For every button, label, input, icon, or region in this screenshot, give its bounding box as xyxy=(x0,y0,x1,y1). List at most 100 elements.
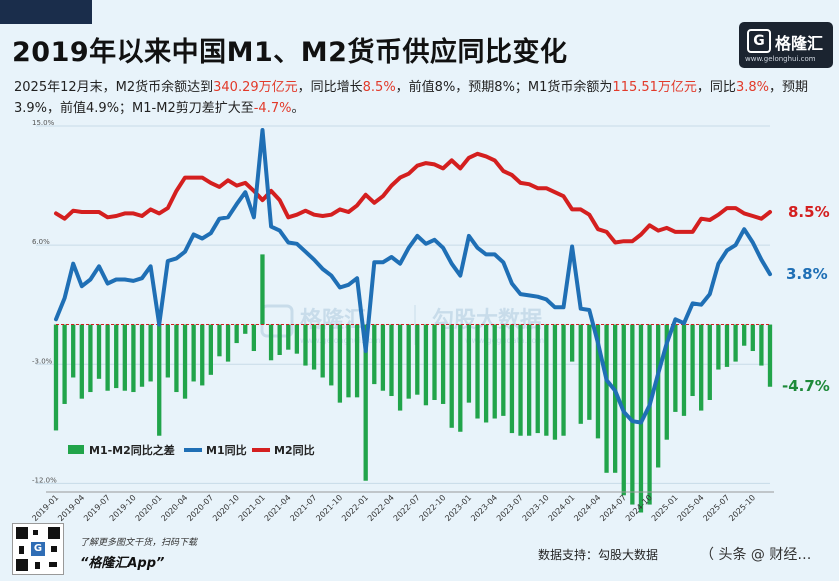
diff-bar xyxy=(724,324,730,367)
diff-bar xyxy=(165,324,170,378)
diff-bar xyxy=(483,324,489,423)
diff-bar xyxy=(191,324,196,382)
m1-growth: 3.8% xyxy=(735,80,769,95)
diff-bar xyxy=(208,324,213,375)
diff-bar xyxy=(544,324,549,436)
y-tick-label: -12.0% xyxy=(32,476,57,484)
diff-bar xyxy=(62,324,67,404)
diff-bar xyxy=(552,324,558,440)
y-tick-label: -3.0% xyxy=(32,357,53,365)
logo-name: 格隆汇 xyxy=(775,34,824,53)
diff-bar xyxy=(423,324,429,406)
diff-bar xyxy=(742,324,747,346)
diff-bar xyxy=(561,324,566,436)
x-tick-label: 2020-10 xyxy=(211,493,241,523)
diff-bar xyxy=(225,324,231,362)
summary-part: 。 xyxy=(291,101,305,116)
x-tick-label: 2019-07 xyxy=(82,493,112,523)
x-tick-label: 2023-07 xyxy=(495,493,525,523)
diff-bar xyxy=(681,324,687,416)
diff-bar xyxy=(690,324,695,397)
diff-bar xyxy=(707,324,712,400)
diff-bar xyxy=(182,324,188,399)
diff-bar xyxy=(311,324,317,370)
diff-bar xyxy=(363,324,368,481)
m1-end-label: 3.8% xyxy=(786,265,828,283)
x-tick-label: 2025-10 xyxy=(727,493,757,523)
diff-bar xyxy=(122,324,127,391)
diff-bar xyxy=(294,324,300,354)
diff-bar xyxy=(380,324,386,391)
diff-bar xyxy=(268,324,274,361)
x-tick-label: 2024-01 xyxy=(547,493,577,523)
download-hint: 了解更多图文干货，扫码下载 xyxy=(80,538,198,548)
diff-bar xyxy=(595,324,601,439)
diff-bar xyxy=(750,324,755,352)
diff-bar xyxy=(647,324,652,505)
diff-bar xyxy=(139,324,145,387)
diff-bar xyxy=(174,324,179,393)
diff-bar xyxy=(569,324,575,362)
x-tick-label: 2023-04 xyxy=(469,493,499,523)
gap-value: -4.7% xyxy=(253,101,292,116)
summary-part: ，前值8%，预期8%；M1货币余额为 xyxy=(395,80,613,95)
diff-bar xyxy=(251,324,257,352)
legend-m1-label: M1同比 xyxy=(206,443,247,457)
qr-g-icon: G xyxy=(31,542,45,556)
diff-bar xyxy=(587,324,592,420)
gelonghui-logo: G 格隆汇 www.gelonghui.com xyxy=(739,22,833,68)
diff-bar xyxy=(114,324,119,389)
x-tick-label: 2023-01 xyxy=(443,493,473,523)
summary-part: ，预期3.9%，前值4.9%；M1-M2剪刀差扩大至 xyxy=(14,80,808,116)
app-name: “格隆汇App” xyxy=(80,556,165,571)
diff-bar xyxy=(449,324,454,428)
x-tick-label: 2019-10 xyxy=(108,493,138,523)
diff-bar xyxy=(501,324,506,416)
diff-bar xyxy=(475,324,480,419)
m2-end-label: 8.5% xyxy=(788,203,830,221)
x-tick-label: 2021-07 xyxy=(288,493,318,523)
diff-bar xyxy=(346,324,351,398)
logo-url: www.gelonghui.com xyxy=(745,55,816,63)
x-tick-label: 2022-07 xyxy=(392,493,422,523)
data-source-extra: （ 头条 @ 财经… xyxy=(700,547,812,563)
diff-bar xyxy=(260,254,265,325)
diff-bar xyxy=(79,324,84,399)
diff-bar xyxy=(303,324,308,366)
diff-bar xyxy=(397,324,403,411)
legend-m2-label: M2同比 xyxy=(274,443,315,457)
diff-bar xyxy=(71,324,76,378)
page-title: 2019年以来中国M1、M2货币供应同比变化 xyxy=(12,37,568,68)
diff-bar xyxy=(354,324,360,398)
diff-bar xyxy=(664,324,669,440)
diff-bar xyxy=(406,324,411,399)
diff-bar xyxy=(88,324,93,393)
y-tick-label: 6.0% xyxy=(32,238,50,246)
diff-bar xyxy=(613,324,618,473)
x-tick-label: 2021-01 xyxy=(237,493,267,523)
diff-bar xyxy=(200,324,205,386)
summary-part: ，同比 xyxy=(696,80,736,95)
data-source: 数据支持：勾股大数据 xyxy=(538,548,659,562)
diff-bar xyxy=(604,324,609,473)
diff-bar xyxy=(217,324,222,357)
diff-bar xyxy=(466,324,472,403)
x-tick-label: 2020-04 xyxy=(159,493,189,523)
diff-bar xyxy=(372,324,377,385)
summary-part: 2025年12月末，M2货币余额达到 xyxy=(14,80,214,95)
diff-bar xyxy=(337,324,343,403)
m2-line xyxy=(54,151,772,245)
diff-bar xyxy=(673,324,678,412)
x-tick-label: 2022-10 xyxy=(418,493,448,523)
diff-bar xyxy=(656,324,661,468)
diff-bar xyxy=(329,324,334,386)
diff-bar xyxy=(53,324,59,431)
x-tick-label: 2021-04 xyxy=(263,493,293,523)
diff-bar xyxy=(535,324,540,434)
x-tick-label: 2022-01 xyxy=(340,493,370,523)
logo-g-icon: G xyxy=(747,29,771,53)
x-tick-label: 2019-04 xyxy=(56,493,86,523)
diff-bar xyxy=(320,324,325,378)
x-tick-label: 2025-01 xyxy=(650,493,680,523)
